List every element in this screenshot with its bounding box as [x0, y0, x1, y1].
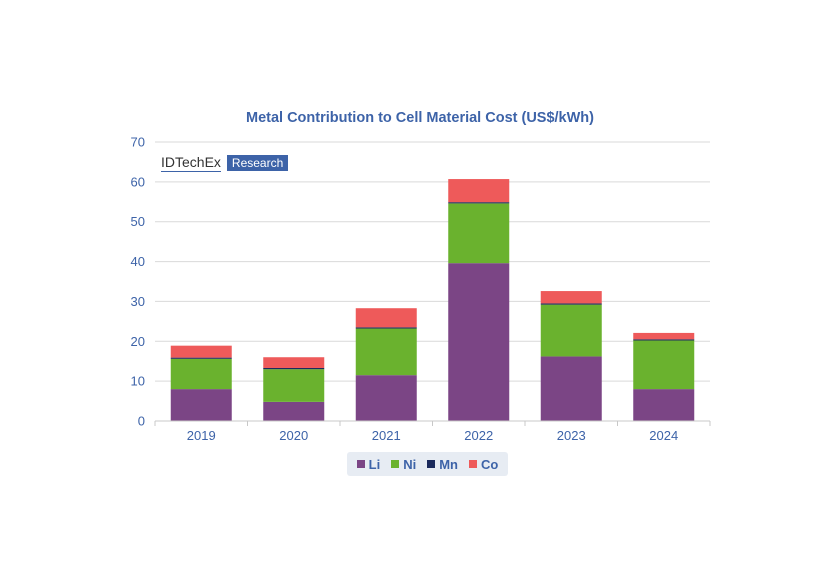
bar-mn-2024: [633, 339, 695, 341]
watermark-brand: IDTechEx: [161, 154, 221, 172]
bar-li-2024: [633, 389, 695, 421]
chart-title: Metal Contribution to Cell Material Cost…: [245, 110, 594, 126]
y-tick-label: 10: [131, 374, 145, 389]
x-tick-label: 2020: [279, 428, 308, 443]
y-tick-label: 0: [138, 414, 145, 429]
y-tick-label: 60: [131, 174, 145, 189]
bar-ni-2019: [170, 358, 232, 390]
bar-co-2020: [263, 357, 325, 368]
legend-label: Ni: [403, 456, 417, 472]
bar-mn-2019: [170, 357, 232, 359]
bar-li-2020: [263, 401, 325, 421]
bar-li-2021: [355, 375, 417, 421]
x-tick-label: 2022: [464, 428, 493, 443]
y-tick-label: 40: [131, 254, 145, 269]
x-tick-label: 2021: [372, 428, 401, 443]
bar-mn-2022: [448, 202, 510, 204]
legend-label: Co: [481, 456, 499, 472]
bar-li-2023: [540, 356, 602, 421]
legend-item-co: Co: [469, 457, 498, 472]
legend-item-li: Li: [356, 456, 381, 472]
x-tick-label: 2023: [557, 428, 586, 443]
bar-co-2021: [355, 308, 417, 328]
legend: Li Ni Mn Co: [347, 452, 508, 476]
bar-ni-2021: [355, 328, 417, 376]
legend-label: Mn: [439, 456, 458, 472]
y-tick-label: 30: [131, 294, 145, 309]
bar-co-2019: [170, 345, 232, 358]
x-tick-label: 2019: [187, 428, 216, 443]
bar-ni-2024: [633, 340, 695, 390]
x-tick-label: 2024: [649, 428, 678, 443]
legend-swatch: [356, 460, 365, 468]
bar-li-2022: [448, 263, 510, 421]
gridlines: [155, 141, 710, 382]
legend-swatch: [427, 460, 436, 468]
y-tick-label: 70: [131, 135, 145, 150]
y-tick-label: 20: [131, 334, 145, 349]
legend-item-ni: Ni: [391, 457, 416, 472]
bar-li-2019: [170, 389, 232, 421]
bar-co-2023: [540, 291, 602, 304]
bar-ni-2023: [540, 304, 602, 357]
legend-item-mn: Mn: [427, 457, 458, 472]
bar-mn-2021: [355, 327, 417, 329]
bar-co-2024: [633, 332, 695, 340]
axes: 0 10 20 30 40 50 60 70 2019 2020 2021 2022 2023 2024: [131, 135, 711, 443]
y-tick-label: 50: [131, 214, 145, 229]
bar-mn-2023: [540, 303, 602, 305]
watermark-logo: IDTechEx Research: [161, 154, 289, 172]
bar-co-2022: [448, 179, 510, 203]
legend-swatch: [391, 460, 400, 468]
bar-ni-2020: [263, 369, 325, 402]
bar-mn-2020: [263, 367, 325, 370]
watermark-sub: Research: [226, 155, 289, 171]
bar-ni-2022: [448, 203, 510, 264]
legend-label: Li: [368, 456, 381, 472]
legend-swatch: [469, 460, 477, 468]
bars: [170, 179, 695, 421]
